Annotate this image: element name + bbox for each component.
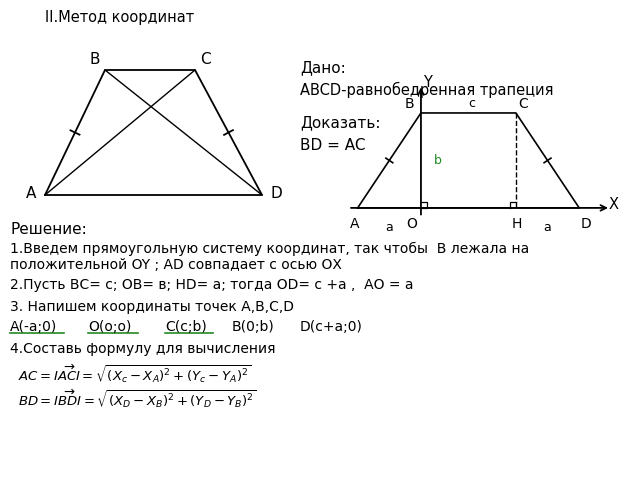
Text: B: B xyxy=(90,53,100,67)
Text: $BD = I\overrightarrow{BD}I = \sqrt{(X_D - X_B)^2 + (Y_D - Y_B)^2}$: $BD = I\overrightarrow{BD}I = \sqrt{(X_D… xyxy=(18,387,257,410)
Text: D(с+а;0): D(с+а;0) xyxy=(300,320,363,334)
Text: A: A xyxy=(26,185,36,201)
Text: 1.Введем прямоугольную систему координат, так чтобы  В лежала на
положительной O: 1.Введем прямоугольную систему координат… xyxy=(10,242,529,272)
Text: B(0;b): B(0;b) xyxy=(232,320,275,334)
Text: a: a xyxy=(385,220,393,234)
Text: $AC = I\overrightarrow{AC}I = \sqrt{(X_c - X_A)^2 + (Y_c - Y_A)^2}$: $AC = I\overrightarrow{AC}I = \sqrt{(X_c… xyxy=(18,362,251,385)
Text: B: B xyxy=(404,97,415,111)
Text: b: b xyxy=(434,154,441,167)
Text: D: D xyxy=(270,185,282,201)
Text: D: D xyxy=(580,217,591,231)
Text: c: c xyxy=(468,97,475,110)
Text: Y: Y xyxy=(423,75,432,90)
Text: Доказать:: Доказать: xyxy=(300,115,380,130)
Text: O: O xyxy=(406,217,417,231)
Text: C: C xyxy=(199,53,210,67)
Text: A: A xyxy=(349,217,360,231)
Text: C(с;b): C(с;b) xyxy=(165,320,207,334)
Text: BD = AC: BD = AC xyxy=(300,138,365,153)
Text: 4.Составь формулу для вычисления: 4.Составь формулу для вычисления xyxy=(10,342,275,356)
Text: X: X xyxy=(609,197,619,212)
Text: Решение:: Решение: xyxy=(10,222,87,237)
Text: 2.Пусть ВС= с; ОВ= в; HD= а; тогда OD= с +а ,  АО = а: 2.Пусть ВС= с; ОВ= в; HD= а; тогда OD= с… xyxy=(10,278,413,292)
Text: Дано:: Дано: xyxy=(300,60,346,75)
Text: ABCD-равнобедренная трапеция: ABCD-равнобедренная трапеция xyxy=(300,82,553,98)
Text: C: C xyxy=(518,97,529,111)
Text: II.Метод координат: II.Метод координат xyxy=(45,10,194,25)
Text: a: a xyxy=(544,220,551,234)
Text: O(о;о): O(о;о) xyxy=(88,320,132,334)
Text: 3. Напишем координаты точек А,В,С,D: 3. Напишем координаты точек А,В,С,D xyxy=(10,300,294,314)
Text: A(-а;0): A(-а;0) xyxy=(10,320,57,334)
Text: H: H xyxy=(512,217,522,231)
